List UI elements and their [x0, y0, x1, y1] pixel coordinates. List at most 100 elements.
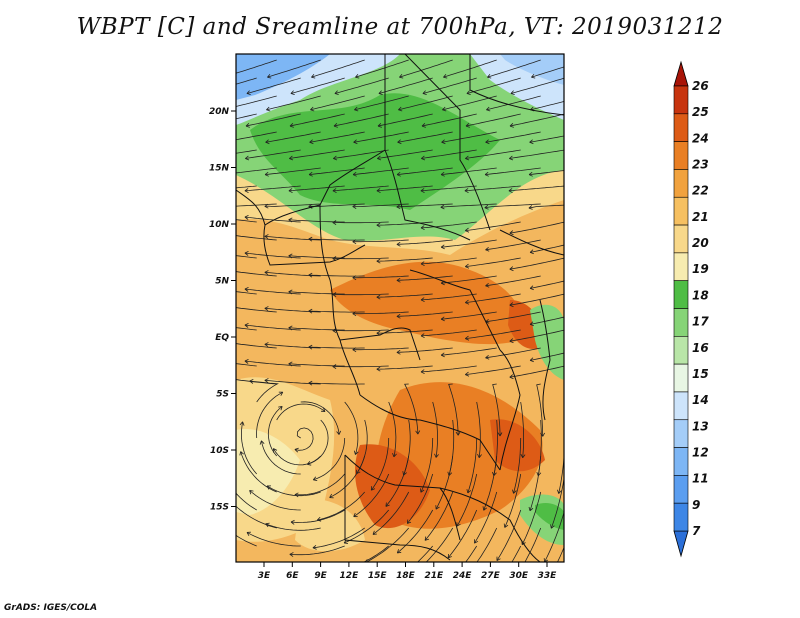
colorbar-swatch	[673, 141, 689, 170]
lat-tick-label: 20N	[209, 107, 230, 117]
streamline	[329, 455, 366, 498]
colorbar-label: 19	[692, 262, 709, 276]
colorbar-swatch	[673, 85, 689, 115]
colorbar-label: 17	[692, 315, 709, 329]
streamline-arrow	[441, 585, 445, 589]
streamline	[308, 382, 365, 385]
streamline	[352, 347, 409, 351]
streamline-arrow	[289, 155, 294, 161]
streamline	[465, 293, 521, 303]
streamline-arrow	[376, 188, 381, 193]
streamline-arrow	[465, 123, 470, 128]
colorbar-label: 7	[692, 524, 701, 538]
streamline-arrow	[565, 454, 569, 458]
streamline	[376, 365, 433, 370]
colorbar-label: 23	[692, 158, 709, 172]
streamline-arrow	[372, 530, 377, 535]
streamline-arrow	[581, 472, 585, 476]
colorbar-swatch	[673, 169, 689, 198]
streamline-arrow	[550, 524, 555, 529]
streamline-arrow	[557, 489, 562, 494]
streamline-arrow	[288, 289, 293, 295]
streamline-arrow	[244, 323, 249, 328]
colorbar-top-arrow	[673, 60, 689, 87]
streamline-arrow	[406, 519, 412, 524]
streamline	[486, 95, 541, 111]
streamline-arrow	[465, 335, 470, 341]
streamline	[465, 149, 521, 159]
streamline-arrow	[443, 73, 448, 79]
streamline-arrow	[422, 90, 427, 95]
streamline-arrow	[465, 263, 470, 269]
streamline-arrow	[440, 204, 445, 210]
streamline	[484, 203, 541, 209]
streamline-arrow	[308, 171, 313, 177]
colorbar-label: 9	[692, 498, 700, 512]
streamline-arrow	[244, 359, 249, 364]
streamline-arrow	[417, 567, 421, 571]
streamline	[288, 291, 345, 295]
streamline-arrow	[509, 302, 514, 308]
streamline	[300, 401, 340, 435]
streamline-arrow	[352, 204, 357, 209]
streamline-arrow	[440, 171, 445, 177]
colorbar-label: 12	[692, 445, 709, 459]
streamline	[354, 95, 409, 111]
streamline-arrow	[424, 536, 430, 541]
streamline-arrow	[529, 321, 534, 327]
streamline-arrow	[512, 489, 517, 494]
colorbar-swatch	[673, 336, 689, 365]
streamline	[317, 491, 365, 521]
streamline-arrow	[486, 106, 491, 112]
streamline	[264, 307, 321, 313]
streamline-arrow	[440, 316, 445, 322]
streamline	[509, 149, 564, 159]
streamline	[310, 95, 365, 111]
streamline-arrow	[273, 448, 278, 453]
streamline	[441, 239, 497, 248]
streamline-arrow	[309, 139, 314, 145]
streamline	[441, 311, 497, 320]
streamline	[236, 255, 257, 259]
streamline	[246, 77, 301, 94]
streamline-arrow	[503, 523, 509, 528]
colorbar-swatch	[673, 475, 689, 504]
streamline	[265, 167, 321, 175]
streamline	[288, 219, 345, 223]
streamline	[509, 293, 564, 306]
streamline	[333, 113, 389, 127]
streamline-arrow	[211, 514, 215, 518]
streamline	[557, 546, 564, 562]
streamline-arrow	[396, 313, 401, 319]
streamline	[236, 534, 257, 547]
streamline	[509, 113, 564, 127]
streamline	[421, 113, 477, 127]
colorbar-swatch	[673, 113, 689, 142]
streamline	[536, 383, 544, 437]
streamline-arrow	[465, 299, 470, 305]
streamline	[378, 77, 433, 94]
streamline	[397, 131, 453, 143]
streamline	[530, 244, 564, 253]
lat-tick-label: EQ	[215, 333, 229, 343]
lon-tick-label: 18E	[396, 571, 416, 581]
streamline	[485, 311, 541, 323]
streamline-arrow	[244, 215, 249, 220]
streamline-arrow	[509, 155, 514, 161]
streamline-arrow	[378, 90, 383, 95]
streamline	[288, 255, 345, 259]
streamline-arrow	[353, 450, 359, 455]
streamline	[308, 203, 365, 207]
streamline-arrow	[352, 347, 357, 353]
streamline-arrow	[239, 451, 244, 456]
streamline	[467, 437, 478, 494]
streamline-arrow	[520, 454, 526, 459]
streamline-arrow	[355, 73, 360, 79]
streamline-arrow	[266, 485, 271, 490]
colorbar-label: 18	[692, 288, 709, 302]
streamline-arrow	[484, 204, 489, 210]
streamline-arrow	[329, 493, 334, 499]
streamline-arrow	[288, 253, 293, 259]
streamline-arrow	[455, 431, 461, 436]
streamline-arrow	[288, 188, 293, 193]
